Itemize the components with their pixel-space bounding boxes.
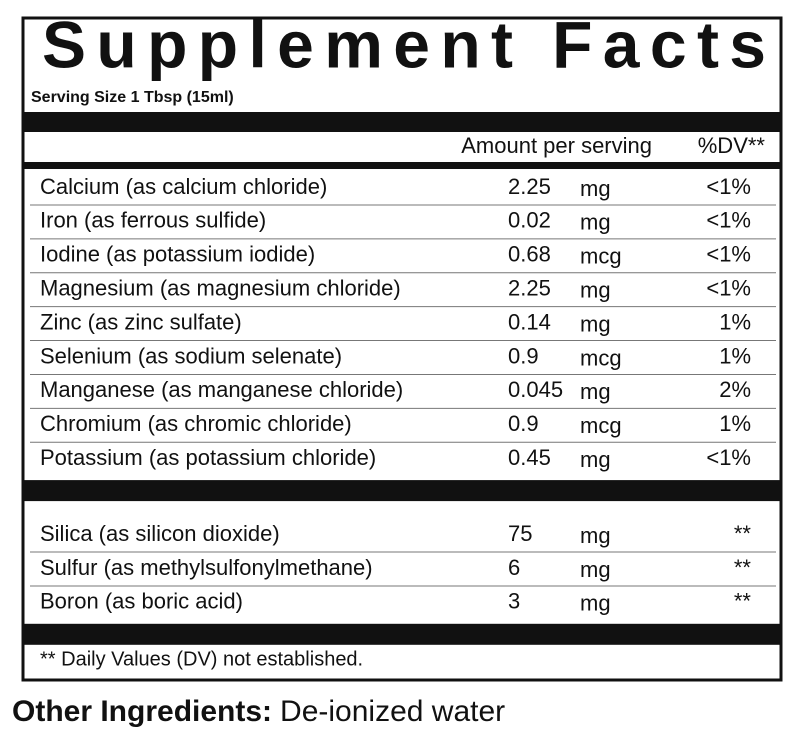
amount: 0.045 xyxy=(508,377,563,402)
nutrient-name: Potassium (as potassium chloride) xyxy=(40,445,376,470)
amount: 0.02 xyxy=(508,208,551,233)
unit: mg xyxy=(580,557,611,582)
other-ingredients-label: Other Ingredients: xyxy=(12,695,272,728)
nutrient-name: Silica (as silicon dioxide) xyxy=(40,521,280,546)
nutrient-name: Sulfur (as methylsulfonylmethane) xyxy=(40,555,373,580)
daily-value: ** xyxy=(734,521,752,546)
amount: 0.14 xyxy=(508,309,551,334)
amount: 2.25 xyxy=(508,276,551,301)
daily-value: <1% xyxy=(706,208,751,233)
daily-value: ** xyxy=(734,555,752,580)
unit: mg xyxy=(580,210,611,235)
nutrient-name: Iron (as ferrous sulfide) xyxy=(40,208,266,233)
unit: mg xyxy=(580,379,611,404)
nutrient-name: Magnesium (as magnesium chloride) xyxy=(40,276,401,301)
header-bar xyxy=(24,162,780,169)
amount: 75 xyxy=(508,521,532,546)
daily-value: 2% xyxy=(719,377,751,402)
daily-value: <1% xyxy=(706,445,751,470)
header-amount: Amount per serving xyxy=(461,133,652,158)
label-border xyxy=(21,16,783,682)
nutrient-name: Calcium (as calcium chloride) xyxy=(40,174,327,199)
thick-bar xyxy=(24,112,780,132)
nutrient-name: Iodine (as potassium iodide) xyxy=(40,242,315,267)
amount: 6 xyxy=(508,555,520,580)
daily-value: 1% xyxy=(719,343,751,368)
unit: mg xyxy=(580,447,611,472)
nutrient-name: Boron (as boric acid) xyxy=(40,589,243,614)
nutrient-name: Selenium (as sodium selenate) xyxy=(40,343,342,368)
unit: mcg xyxy=(580,413,622,438)
daily-value: <1% xyxy=(706,174,751,199)
unit: mcg xyxy=(580,244,622,269)
nutrient-name: Zinc (as zinc sulfate) xyxy=(40,309,242,334)
title: Supplement Facts xyxy=(42,7,766,81)
unit: mg xyxy=(580,278,611,303)
nutrient-name: Chromium (as chromic chloride) xyxy=(40,411,352,436)
amount: 3 xyxy=(508,589,520,614)
unit: mg xyxy=(580,311,611,336)
other-ingredients-text: De-ionized water xyxy=(280,695,505,728)
amount: 2.25 xyxy=(508,174,551,199)
daily-value: <1% xyxy=(706,276,751,301)
other-ingredients: Other Ingredients: De-ionized water xyxy=(12,695,505,728)
serving-size: Serving Size 1 Tbsp (15ml) xyxy=(31,89,234,106)
daily-value: 1% xyxy=(719,411,751,436)
nutrient-name: Manganese (as manganese chloride) xyxy=(40,377,403,402)
daily-value: ** xyxy=(734,589,752,614)
unit: mg xyxy=(580,176,611,201)
section-bar xyxy=(24,623,780,645)
footnote: ** Daily Values (DV) not established. xyxy=(40,648,363,670)
unit: mg xyxy=(580,591,611,616)
unit: mcg xyxy=(580,345,622,370)
amount: 0.45 xyxy=(508,445,551,470)
daily-value: <1% xyxy=(706,242,751,267)
section-bar xyxy=(24,480,780,502)
amount: 0.68 xyxy=(508,242,551,267)
daily-value: 1% xyxy=(719,309,751,334)
unit: mg xyxy=(580,523,611,548)
amount: 0.9 xyxy=(508,343,539,368)
header-dv: %DV** xyxy=(698,133,766,158)
amount: 0.9 xyxy=(508,411,539,436)
